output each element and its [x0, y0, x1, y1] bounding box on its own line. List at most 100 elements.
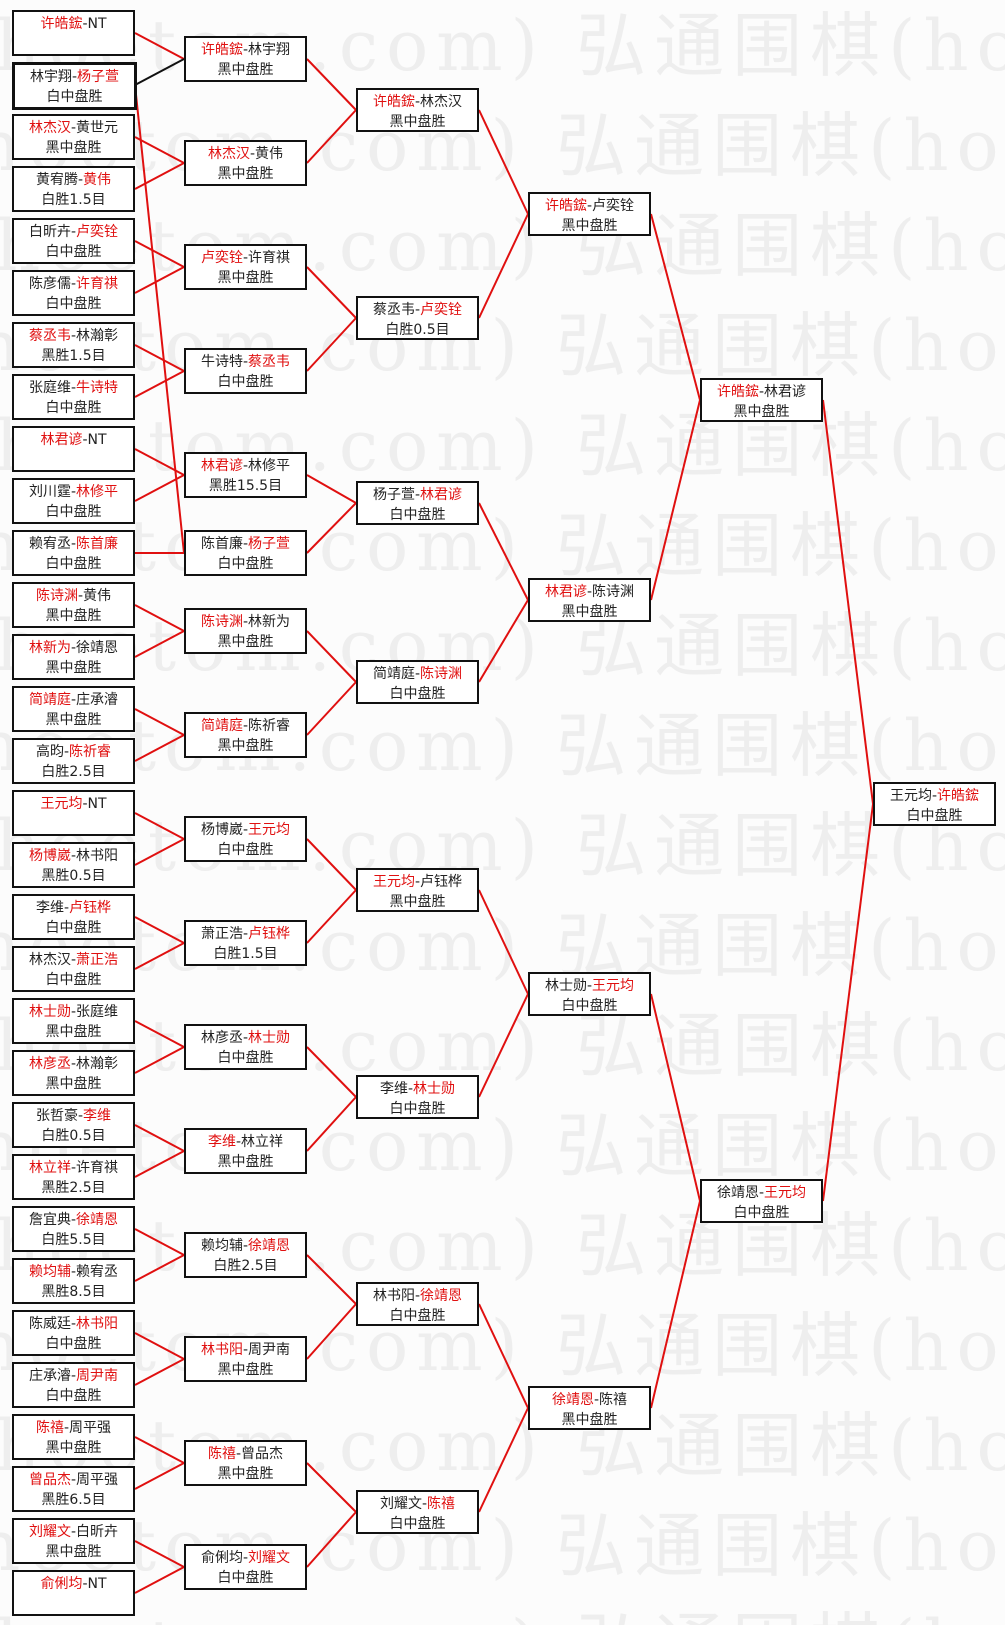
player-b: 陈祈睿 — [248, 718, 291, 734]
match-result: 黑胜15.5目 — [208, 478, 283, 494]
match-box-round-1: 林宇翔-杨子萱 白中盘胜 — [12, 62, 137, 110]
match-players: 林士勋-王元均 — [530, 974, 649, 996]
bracket-connector — [134, 916, 185, 944]
match-box-round-2: 林彦丞-林士勋 白中盘胜 — [184, 1024, 307, 1070]
player-b: 张庭维 — [76, 1004, 119, 1020]
match-result: 白中盘胜 — [217, 374, 274, 390]
match-result: 白中盘胜 — [45, 1388, 102, 1404]
separator: - — [931, 788, 938, 804]
player-b: 黄伟 — [83, 172, 112, 188]
separator: - — [586, 978, 593, 994]
match-result: 白中盘胜 — [389, 686, 446, 702]
player-a: 陈彦儒 — [28, 276, 71, 292]
bracket-connector — [134, 1540, 185, 1568]
bracket-connector — [134, 32, 185, 60]
player-b: 徐靖恩 — [248, 1238, 291, 1254]
player-a: 卢奕铨 — [200, 250, 243, 266]
match-box-round-1: 陈诗渊-黄伟 黑中盘胜 — [12, 582, 135, 628]
match-players: 高昀-陈祈睿 — [14, 740, 133, 762]
match-box-round-1: 林杰汉-萧正浩 白中盘胜 — [12, 946, 135, 992]
bracket-connector — [134, 1436, 185, 1464]
match-result: 黑中盘胜 — [217, 166, 274, 182]
bracket-connector — [134, 1228, 185, 1256]
separator: - — [70, 1160, 77, 1176]
bracket-connector — [134, 58, 185, 86]
match-result: 白中盘胜 — [45, 244, 102, 260]
separator: - — [414, 487, 421, 503]
bracket-connector — [478, 993, 529, 1098]
player-a: 林书阳 — [372, 1288, 415, 1304]
player-b: 卢奕铨 — [592, 198, 635, 214]
player-b: 黄伟 — [255, 146, 284, 162]
separator: - — [242, 614, 249, 630]
bracket-connector — [306, 1046, 357, 1098]
match-players: 白昕卉-卢奕铨 — [14, 220, 133, 242]
bracket-connector — [134, 734, 185, 762]
player-a: 白昕卉 — [28, 224, 71, 240]
match-result: 黑中盘胜 — [561, 218, 618, 234]
match-box-round-2: 陈禧-曾品杰 黑中盘胜 — [184, 1440, 307, 1486]
separator: - — [82, 796, 88, 812]
player-a: 林士勋 — [28, 1004, 71, 1020]
watermark-text: (hoetom.com) 弘通围棋(hoetom.com) 弘通围棋 — [0, 905, 1005, 987]
watermark-text: (hoetom.com) 弘通围棋(hoetom.com) 弘通围棋 — [0, 305, 1005, 387]
player-a: 张庭维 — [28, 380, 71, 396]
match-players: 林新为-徐靖恩 — [14, 636, 133, 658]
match-result: 黑中盘胜 — [389, 114, 446, 130]
match-players: 许皓鋐-林君谚 — [702, 380, 821, 402]
player-a: 林杰汉 — [207, 146, 250, 162]
bracket-connector — [134, 812, 185, 840]
player-b: 陈诗渊 — [592, 584, 635, 600]
match-players: 赖宥丞-陈首廉 — [14, 532, 133, 554]
match-players: 张庭维-牛诗特 — [14, 376, 133, 398]
player-a: 许皓鋐 — [40, 16, 83, 32]
match-box-round-1: 张哲豪-李维 白胜0.5目 — [12, 1102, 135, 1148]
match-box-round-1: 许皓鋐-NT — [12, 10, 135, 56]
match-result: 白胜1.5目 — [213, 946, 278, 962]
player-a: 林君谚 — [40, 432, 83, 448]
match-box-round-1: 张庭维-牛诗特 白中盘胜 — [12, 374, 135, 420]
player-b: 许皓鋐 — [937, 788, 980, 804]
player-a: 杨博崴 — [28, 848, 71, 864]
match-players: 林杰汉-黄世元 — [14, 116, 133, 138]
separator: - — [70, 1368, 77, 1384]
match-box-round-3: 刘耀文-陈禧 白中盘胜 — [356, 1490, 479, 1534]
match-players: 李维-林士勋 — [358, 1077, 477, 1099]
player-b: 卢钰桦 — [69, 900, 112, 916]
match-result: 白胜2.5目 — [213, 1258, 278, 1274]
match-players: 卢奕铨-许育祺 — [186, 246, 305, 268]
player-b: 许育祺 — [76, 276, 119, 292]
match-result: 黑中盘胜 — [45, 712, 102, 728]
player-b: 卢钰桦 — [248, 926, 291, 942]
match-box-round-2: 林书阳-周尹南 黑中盘胜 — [184, 1336, 307, 1382]
bracket-connector — [134, 1332, 185, 1360]
player-a: 李维 — [379, 1081, 408, 1097]
match-result: 黑中盘胜 — [217, 1362, 274, 1378]
player-a: 徐靖恩 — [716, 1185, 759, 1201]
watermark-text: (hoetom.com) 弘通围棋(hoetom.com) 弘通围棋 — [0, 805, 1005, 887]
bracket-connector — [134, 136, 185, 164]
bracket-connector — [822, 399, 874, 805]
bracket-connector — [478, 213, 529, 319]
match-players: 刘川霆-林修平 — [14, 480, 133, 502]
match-result: 白中盘胜 — [733, 1205, 790, 1221]
match-box-round-2: 陈诗渊-林新为 黑中盘胜 — [184, 608, 307, 654]
separator: - — [70, 328, 77, 344]
watermark-text: (hoetom.com) 弘通围棋(hoetom.com) 弘通围棋 — [0, 105, 1005, 187]
match-box-round-1: 林立祥-许育祺 黑胜2.5目 — [12, 1154, 135, 1200]
player-b: 林立祥 — [241, 1134, 284, 1150]
watermark-text: (hoetom.com) 弘通围棋(hoetom.com) 弘通围棋 — [0, 5, 1005, 87]
player-a: 刘耀文 — [379, 1496, 422, 1512]
separator: - — [63, 900, 70, 916]
player-b: 王元均 — [248, 822, 291, 838]
player-a: 简靖庭 — [372, 666, 415, 682]
match-box-round-2: 许皓鋐-林宇翔 黑中盘胜 — [184, 36, 307, 82]
separator: - — [70, 120, 77, 136]
match-result: 黑中盘胜 — [217, 1154, 274, 1170]
match-box-round-1: 詹宜典-徐靖恩 白胜5.5目 — [12, 1206, 135, 1252]
match-result: 白中盘胜 — [389, 507, 446, 523]
separator: - — [242, 536, 249, 552]
player-b: 林修平 — [248, 458, 291, 474]
player-a: 蔡丞韦 — [372, 302, 415, 318]
player-b: 李维 — [83, 1108, 112, 1124]
